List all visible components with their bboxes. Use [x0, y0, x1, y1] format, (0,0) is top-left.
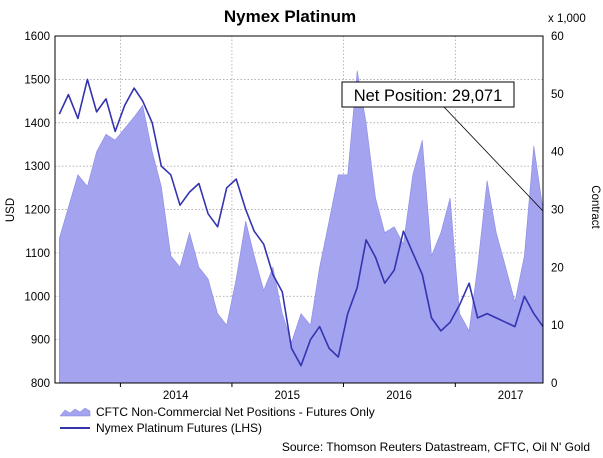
y-tick-label: 1300	[24, 161, 50, 173]
y2-tick-label: 20	[551, 262, 564, 274]
y-tick-label: 1000	[24, 291, 50, 303]
chart-title: Nymex Platinum	[224, 7, 356, 26]
x-tick-label: 2015	[274, 390, 300, 402]
y-tick-label: 1200	[24, 205, 50, 217]
legend: CFTC Non-Commercial Net Positions - Futu…	[59, 405, 375, 435]
callout-leader	[443, 106, 544, 212]
y-axis-left: 800 900 1000 1100 1200 1300 1400 1500 1600	[24, 31, 50, 390]
y-tick-label: 1100	[25, 248, 50, 260]
line-series-platinum-futures	[58, 78, 544, 367]
y-axis-right: 0 10 20 30 40 50 60	[551, 31, 564, 390]
y2-axis-label: Contract	[589, 185, 601, 229]
net-position-area	[59, 70, 544, 384]
callout-box	[341, 81, 515, 108]
source-note: Source: Thomson Reuters Datastream, CFTC…	[282, 440, 590, 454]
legend-swatch-area	[59, 407, 91, 417]
y2-tick-label: 10	[551, 320, 564, 332]
callout: Net Position: 29,071	[341, 81, 544, 212]
y-axis-label: USD	[5, 198, 17, 222]
callout-text: Net Position: 29,071	[354, 87, 503, 105]
y-tick-label: 800	[31, 378, 50, 390]
y-tick-label: 1500	[24, 74, 50, 86]
y-tick-label: 1400	[24, 118, 50, 130]
x-tick-label: 2014	[163, 390, 189, 402]
price-line-group	[58, 78, 544, 367]
y2-multiplier: x 1,000	[548, 13, 586, 25]
y2-tick-label: 60	[551, 31, 564, 43]
y-tick-label: 1600	[24, 31, 50, 43]
y2-tick-label: 30	[551, 205, 564, 217]
legend-label-line: Nymex Platinum Futures (LHS)	[96, 421, 262, 435]
area-series-cftc-net-positions	[59, 70, 544, 384]
x-tick-label: 2016	[386, 390, 412, 402]
y2-tick-label: 0	[551, 378, 557, 390]
plot-frame	[54, 35, 544, 384]
x-axis: 2014 2015 2016 2017	[119, 383, 524, 402]
legend-label-area: CFTC Non-Commercial Net Positions - Futu…	[96, 405, 375, 419]
y2-tick-label: 50	[551, 89, 564, 101]
y-tick-label: 900	[31, 335, 50, 347]
x-tick-label: 2017	[498, 390, 524, 402]
y2-tick-label: 40	[551, 147, 564, 159]
